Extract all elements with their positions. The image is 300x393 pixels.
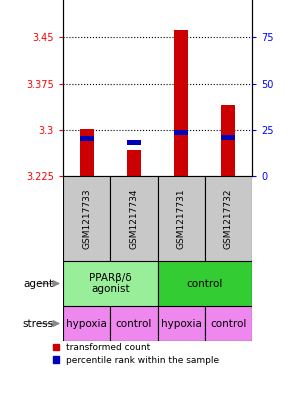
Text: hypoxia: hypoxia [161, 319, 202, 329]
Legend: transformed count, percentile rank within the sample: transformed count, percentile rank withi… [52, 343, 219, 365]
Bar [174, 30, 188, 176]
Bar [205, 176, 252, 261]
Bar [110, 176, 158, 261]
Bar [63, 176, 110, 261]
Bar [127, 140, 141, 145]
Text: agent: agent [24, 279, 54, 288]
Text: control: control [187, 279, 223, 288]
Bar [205, 306, 252, 341]
Text: GSM1217731: GSM1217731 [177, 188, 186, 249]
Bar [158, 176, 205, 261]
Bar [158, 306, 205, 341]
Text: PPARβ/δ
agonist: PPARβ/δ agonist [89, 273, 132, 294]
Text: control: control [116, 319, 152, 329]
Text: stress: stress [23, 319, 54, 329]
Text: control: control [210, 319, 247, 329]
Bar [80, 129, 94, 176]
Text: GSM1217734: GSM1217734 [129, 188, 138, 249]
Bar [80, 136, 94, 141]
Bar [158, 261, 252, 306]
Text: hypoxia: hypoxia [66, 319, 107, 329]
Bar [221, 105, 236, 176]
Bar [221, 135, 236, 140]
Bar [174, 130, 188, 135]
Bar [110, 306, 158, 341]
Text: GSM1217732: GSM1217732 [224, 188, 233, 249]
Bar [127, 149, 141, 176]
Bar [63, 306, 110, 341]
Text: GSM1217733: GSM1217733 [82, 188, 91, 249]
Bar [63, 261, 158, 306]
